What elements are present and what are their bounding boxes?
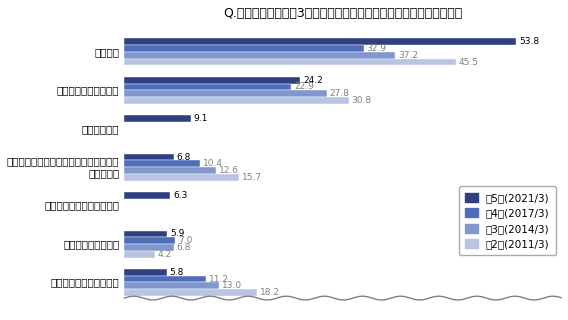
Bar — [124, 90, 327, 97]
Bar — [124, 283, 219, 289]
Text: 5.9: 5.9 — [170, 229, 185, 238]
Bar — [124, 52, 395, 59]
Text: 11.2: 11.2 — [209, 275, 229, 284]
Text: 45.5: 45.5 — [458, 58, 478, 67]
Text: 30.8: 30.8 — [352, 96, 371, 105]
Text: 24.2: 24.2 — [303, 76, 323, 85]
Text: 7.0: 7.0 — [178, 236, 193, 245]
Text: 10.4: 10.4 — [203, 159, 223, 168]
Bar — [124, 237, 176, 244]
Text: 12.6: 12.6 — [219, 166, 239, 175]
Bar — [124, 59, 456, 66]
Bar — [124, 230, 167, 237]
Legend: 第5回(2021/3), 第4回(2017/3), 第3回(2014/3), 第2回(2011/3): 第5回(2021/3), 第4回(2017/3), 第3回(2014/3), 第… — [459, 187, 556, 255]
Bar — [124, 244, 174, 251]
Bar — [124, 174, 239, 181]
Bar — [124, 160, 200, 167]
Bar — [124, 84, 291, 90]
Text: 13.0: 13.0 — [222, 281, 242, 290]
Text: 6.8: 6.8 — [177, 153, 191, 162]
Text: 27.8: 27.8 — [329, 89, 349, 98]
Title: Q.食生活に関して、3年前と比べて頻度が減ったことはありますか？: Q.食生活に関して、3年前と比べて頻度が減ったことはありますか？ — [223, 7, 462, 20]
Text: 6.8: 6.8 — [177, 243, 191, 252]
Bar — [124, 97, 349, 104]
Bar — [124, 192, 170, 199]
Bar — [124, 38, 516, 45]
Text: 5.8: 5.8 — [169, 268, 184, 277]
Text: 9.1: 9.1 — [194, 114, 208, 123]
Text: 6.3: 6.3 — [173, 191, 187, 200]
Bar — [124, 251, 155, 258]
Bar — [124, 154, 174, 160]
Text: 37.2: 37.2 — [398, 51, 418, 60]
Text: 4.2: 4.2 — [158, 250, 172, 259]
Text: 18.2: 18.2 — [260, 288, 279, 297]
Bar — [124, 289, 257, 296]
Text: 32.9: 32.9 — [367, 44, 387, 53]
Text: 15.7: 15.7 — [241, 173, 262, 182]
Bar — [124, 115, 190, 122]
Bar — [124, 167, 216, 174]
Bar — [124, 45, 364, 52]
Bar — [124, 276, 206, 283]
Text: 53.8: 53.8 — [519, 37, 539, 46]
Bar — [124, 77, 300, 84]
Bar — [124, 269, 166, 276]
Text: 22.9: 22.9 — [294, 83, 314, 92]
